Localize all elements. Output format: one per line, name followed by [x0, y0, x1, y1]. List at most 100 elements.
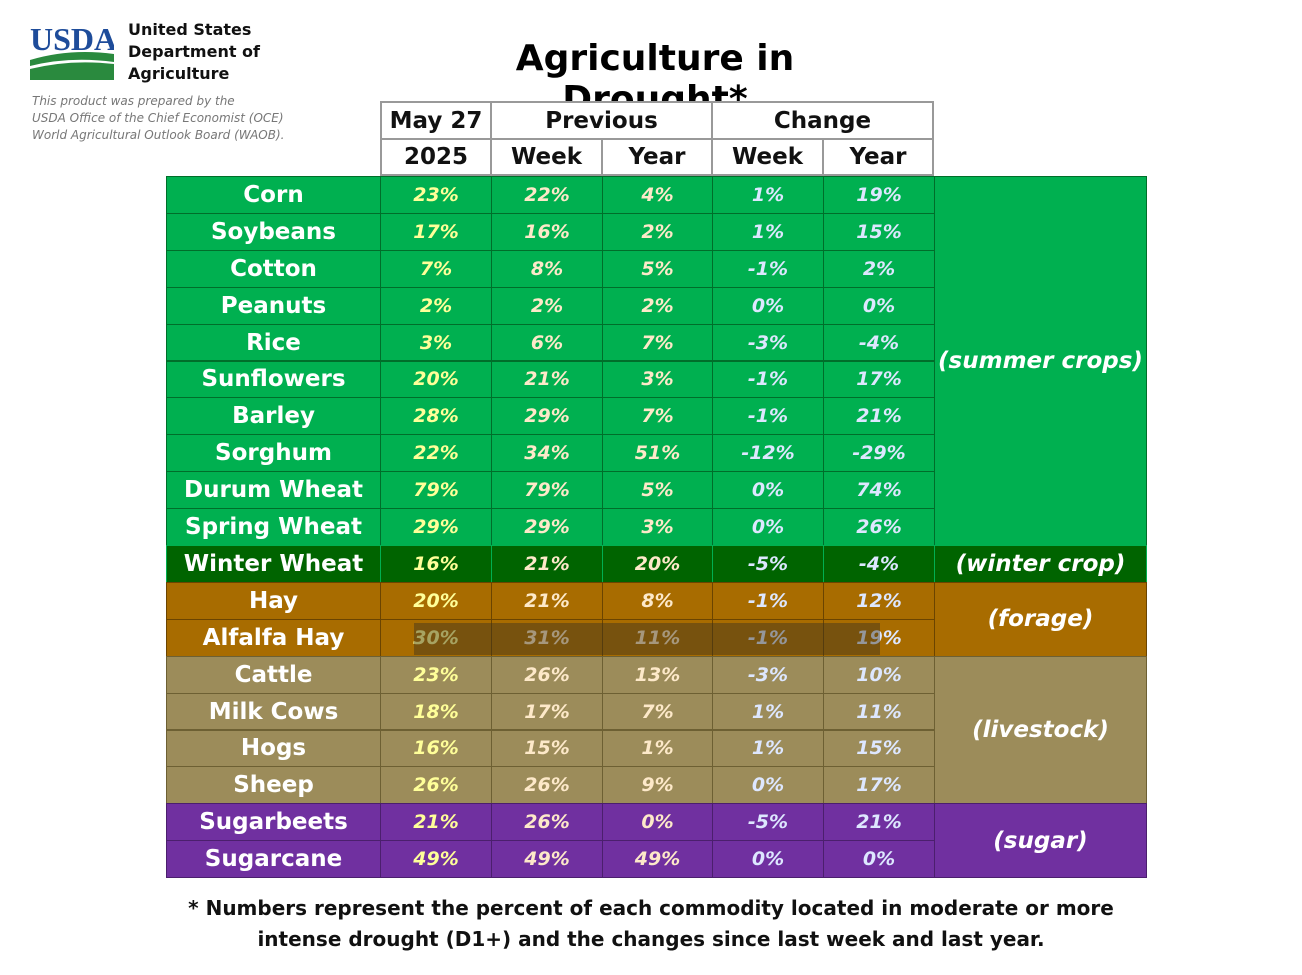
- value-cell: 2%: [602, 212, 713, 251]
- value-cell: 2%: [380, 286, 492, 325]
- agency-line: Agriculture: [128, 64, 230, 83]
- value-cell: 1%: [712, 212, 824, 251]
- value-cell: 74%: [823, 471, 935, 510]
- value-cell: 21%: [491, 581, 603, 620]
- value-cell: 7%: [602, 692, 713, 731]
- footnote-line: * Numbers represent the percent of each …: [188, 896, 1114, 920]
- note-line: This product was prepared by the: [32, 94, 235, 108]
- value-cell: 5%: [602, 471, 713, 510]
- agency-line: United States: [128, 20, 252, 39]
- value-cell: 8%: [602, 581, 713, 620]
- header-prev-year: Year: [601, 138, 713, 176]
- value-cell: -5%: [712, 803, 824, 842]
- value-cell: 0%: [823, 286, 935, 325]
- value-cell: 10%: [823, 655, 935, 694]
- value-cell: 0%: [712, 766, 824, 805]
- value-cell: 1%: [712, 729, 824, 768]
- prepared-note: This product was prepared by the USDA Of…: [32, 93, 284, 144]
- commodity-name: Soybeans: [166, 212, 381, 251]
- value-cell: 26%: [491, 766, 603, 805]
- value-cell: 28%: [380, 397, 492, 436]
- value-cell: 13%: [602, 655, 713, 694]
- value-cell: 20%: [380, 360, 492, 399]
- value-cell: 21%: [823, 397, 935, 436]
- value-cell: 0%: [602, 803, 713, 842]
- value-cell: 49%: [491, 840, 603, 879]
- value-cell: 12%: [823, 581, 935, 620]
- value-cell: 5%: [602, 249, 713, 288]
- commodity-name: Sugarbeets: [166, 803, 381, 842]
- agency-line: Department of: [128, 42, 261, 61]
- value-cell: -29%: [823, 434, 935, 473]
- value-cell: 21%: [491, 545, 603, 583]
- value-cell: 20%: [380, 581, 492, 620]
- value-cell: 3%: [602, 360, 713, 399]
- commodity-name: Hogs: [166, 729, 381, 768]
- value-cell: 26%: [380, 766, 492, 805]
- value-cell: 8%: [491, 249, 603, 288]
- value-cell: 29%: [491, 508, 603, 546]
- value-cell: 34%: [491, 434, 603, 473]
- value-cell: 26%: [823, 508, 935, 546]
- footnote: * Numbers represent the percent of each …: [150, 893, 1152, 955]
- value-cell: 17%: [380, 212, 492, 251]
- value-cell: 3%: [602, 508, 713, 546]
- agency-name: United States Department of Agriculture: [128, 19, 260, 85]
- usda-logo: USDA: [30, 21, 117, 80]
- header-change: Change: [711, 101, 934, 140]
- commodity-name: Milk Cows: [166, 692, 381, 731]
- commodity-name: Sugarcane: [166, 840, 381, 879]
- value-cell: 18%: [380, 692, 492, 731]
- value-cell: 30%: [380, 618, 492, 657]
- header-change-week: Week: [711, 138, 824, 176]
- commodity-name: Sorghum: [166, 434, 381, 473]
- value-cell: 4%: [602, 176, 713, 214]
- value-cell: 0%: [823, 840, 935, 879]
- note-line: USDA Office of the Chief Economist (OCE): [32, 111, 284, 125]
- value-cell: -1%: [712, 581, 824, 620]
- value-cell: 9%: [602, 766, 713, 805]
- group-label: (sugar): [934, 803, 1147, 879]
- value-cell: 2%: [491, 286, 603, 325]
- value-cell: 16%: [380, 545, 492, 583]
- value-cell: 23%: [380, 655, 492, 694]
- value-cell: -5%: [712, 545, 824, 583]
- value-cell: 11%: [823, 692, 935, 731]
- value-cell: 3%: [380, 323, 492, 362]
- note-line: World Agricultural Outlook Board (WAOB).: [32, 128, 285, 142]
- header-change-year: Year: [822, 138, 934, 176]
- value-cell: -12%: [712, 434, 824, 473]
- value-cell: 26%: [491, 803, 603, 842]
- value-cell: 2%: [823, 249, 935, 288]
- commodity-name: Sheep: [166, 766, 381, 805]
- value-cell: 0%: [712, 508, 824, 546]
- value-cell: 26%: [491, 655, 603, 694]
- value-cell: 22%: [380, 434, 492, 473]
- commodity-name: Rice: [166, 323, 381, 362]
- usda-logo-text: USDA: [30, 22, 114, 57]
- value-cell: 79%: [380, 471, 492, 510]
- header-may27: May 27: [380, 101, 492, 140]
- page-title: Agriculture in Drought*: [515, 38, 795, 120]
- value-cell: 11%: [602, 618, 713, 657]
- value-cell: -4%: [823, 545, 935, 583]
- value-cell: 21%: [823, 803, 935, 842]
- value-cell: -1%: [712, 618, 824, 657]
- value-cell: 15%: [823, 212, 935, 251]
- value-cell: 17%: [823, 360, 935, 399]
- value-cell: 51%: [602, 434, 713, 473]
- value-cell: 19%: [823, 176, 935, 214]
- value-cell: 49%: [380, 840, 492, 879]
- value-cell: -4%: [823, 323, 935, 362]
- commodity-name: Sunflowers: [166, 360, 381, 399]
- value-cell: 7%: [602, 323, 713, 362]
- value-cell: 79%: [491, 471, 603, 510]
- commodity-name: Cotton: [166, 249, 381, 288]
- value-cell: 2%: [602, 286, 713, 325]
- value-cell: 19%: [823, 618, 935, 657]
- group-label: (livestock): [934, 655, 1147, 805]
- group-label: (forage): [934, 581, 1147, 657]
- header-current-year: 2025: [380, 138, 492, 176]
- commodity-name: Corn: [166, 176, 381, 214]
- value-cell: 1%: [602, 729, 713, 768]
